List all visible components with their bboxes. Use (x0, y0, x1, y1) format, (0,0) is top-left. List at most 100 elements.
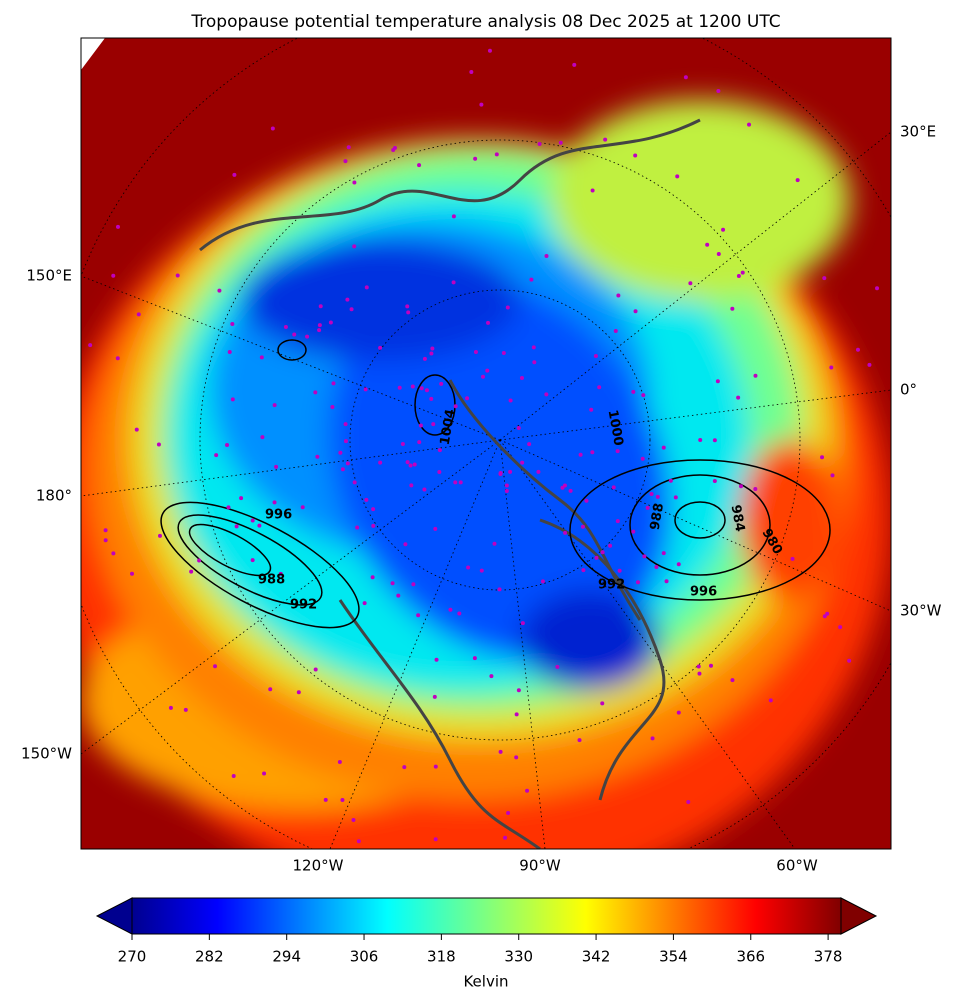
station-dot (363, 387, 368, 392)
station-dot (250, 558, 255, 563)
station-dot (633, 153, 638, 158)
station-dot (830, 473, 835, 478)
colorbar-label: Kelvin (463, 973, 508, 991)
contour-label: 992 (598, 578, 625, 593)
station-dot (362, 601, 367, 606)
station-dot (473, 156, 478, 161)
station-dot (330, 404, 335, 409)
station-dot (820, 455, 825, 460)
contour-label: 1000 (605, 409, 626, 447)
station-dot (613, 328, 618, 333)
station-dot (67, 368, 71, 372)
contour-label: 992 (290, 598, 317, 613)
station-dot (516, 688, 521, 693)
station-dot (505, 305, 510, 310)
station-dot (317, 323, 322, 328)
station-dot (230, 322, 235, 327)
station-dot (655, 494, 660, 499)
station-dot (317, 328, 322, 333)
station-dot (875, 286, 880, 291)
station-dot (736, 274, 741, 279)
station-dot (451, 280, 456, 285)
station-dot (370, 575, 375, 580)
station-dot (410, 384, 415, 389)
station-dot (825, 611, 830, 616)
station-dot (351, 818, 356, 823)
station-dot (115, 224, 120, 229)
station-dot (292, 332, 297, 337)
station-dot (568, 488, 573, 493)
station-dot (715, 379, 720, 384)
station-dot (600, 550, 605, 555)
station-dot (157, 533, 162, 538)
station-dot (664, 579, 669, 584)
station-dot (352, 480, 357, 485)
station-dot (433, 764, 438, 769)
station-dot (225, 443, 230, 448)
station-dot (683, 75, 688, 80)
station-dot (520, 460, 525, 465)
station-dot (396, 593, 401, 598)
colorbar-tick-label: 330 (504, 948, 533, 966)
station-dot (519, 376, 524, 381)
station-dot (590, 450, 595, 455)
station-dot (705, 242, 710, 247)
station-dot (504, 483, 509, 488)
station-dot (313, 390, 318, 395)
station-dot (473, 349, 478, 354)
station-dot (430, 346, 435, 351)
station-dot (259, 355, 264, 360)
station-dot (318, 304, 323, 309)
station-dot (661, 445, 666, 450)
station-dot (331, 381, 336, 386)
station-dot (536, 469, 541, 474)
station-dot (296, 690, 301, 695)
station-dot (343, 159, 348, 164)
station-dot (352, 180, 357, 185)
station-dot (594, 555, 599, 560)
station-dot (479, 102, 484, 107)
station-dot (231, 773, 236, 778)
station-dot (355, 525, 360, 530)
station-dot (217, 288, 222, 293)
station-dot (323, 797, 328, 802)
contour-label: 988 (258, 573, 285, 588)
station-dot (829, 365, 834, 370)
station-dot (504, 489, 509, 494)
station-dot (709, 663, 714, 668)
station-dot (409, 483, 414, 488)
station-dot (654, 565, 659, 570)
station-dot (501, 350, 506, 355)
station-dot (371, 523, 376, 528)
station-dot (497, 587, 502, 592)
station-dot (390, 581, 395, 586)
station-dot (747, 122, 752, 127)
station-dot (111, 273, 116, 278)
station-dot (909, 448, 913, 452)
station-dot (597, 385, 602, 390)
station-dot (696, 664, 701, 669)
lon-label: 150°W (21, 745, 72, 763)
contour-label: 996 (265, 508, 292, 523)
station-dot (439, 381, 444, 386)
station-dot (721, 227, 726, 232)
station-dot (640, 456, 645, 461)
station-dot (433, 837, 438, 842)
station-dot (262, 771, 267, 776)
station-dot (272, 500, 277, 505)
station-dot (562, 483, 567, 488)
map-title: Tropopause potential temperature analysi… (190, 12, 780, 32)
station-dot (608, 543, 613, 548)
station-dot (532, 360, 537, 365)
station-dot (492, 541, 497, 546)
lon-label: 30°E (900, 123, 936, 141)
station-dot (283, 325, 288, 330)
station-dot (494, 152, 499, 157)
station-dot (489, 674, 494, 679)
station-dot (419, 386, 424, 391)
lon-label: 30°W (900, 602, 942, 620)
station-dot (343, 439, 348, 444)
station-dot (822, 614, 827, 619)
station-dot (753, 373, 758, 378)
station-dot (411, 582, 416, 587)
